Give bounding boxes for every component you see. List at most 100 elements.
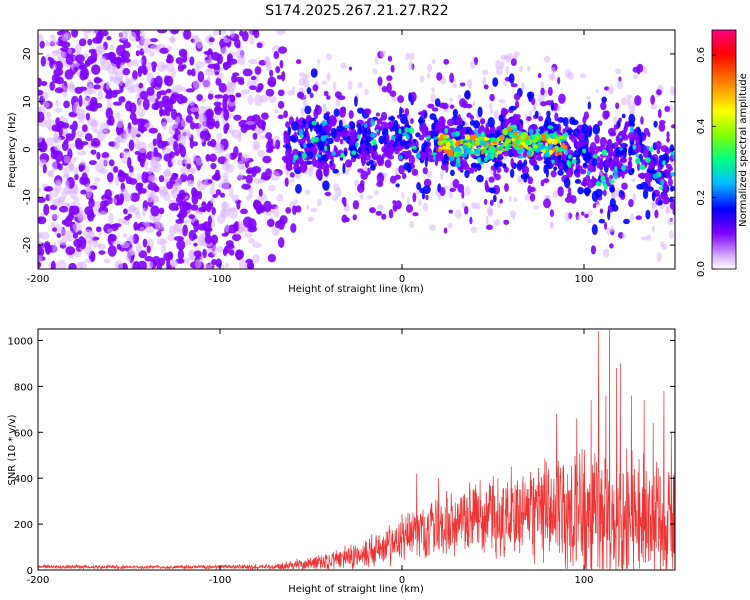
heatmap-cell <box>63 100 70 109</box>
heatmap-cell <box>419 115 424 127</box>
heatmap-cell <box>386 82 392 94</box>
heatmap-cell <box>587 209 593 217</box>
heatmap-cell <box>204 68 215 76</box>
heatmap-cell <box>508 73 515 84</box>
heatmap-cell <box>606 138 613 148</box>
heatmap-cell <box>124 76 130 87</box>
heatmap-cell <box>304 189 311 195</box>
heatmap-cell <box>74 42 82 54</box>
heatmap-cell <box>606 227 611 235</box>
heatmap-cell <box>90 149 97 155</box>
heatmap-cell <box>607 85 614 95</box>
spectrogram-y-ticks: -20 -10 0 10 20 <box>22 48 675 253</box>
heatmap-cell <box>431 122 436 131</box>
heatmap-cell <box>179 87 188 92</box>
heatmap-cell <box>88 160 97 166</box>
heatmap-cell <box>186 163 192 170</box>
heatmap-cell <box>670 151 675 156</box>
heatmap-cell <box>649 161 655 168</box>
heatmap-cell <box>154 75 163 88</box>
heatmap-cell <box>477 106 483 118</box>
heatmap-cell <box>165 109 171 117</box>
heatmap-cell <box>634 142 642 153</box>
heatmap-cell <box>158 185 168 198</box>
heatmap-cell <box>285 170 291 176</box>
heatmap-cell <box>656 89 662 96</box>
heatmap-cell <box>518 178 525 185</box>
heatmap-cell <box>284 177 289 187</box>
heatmap-cell <box>366 161 371 166</box>
heatmap-cell <box>249 35 255 45</box>
heatmap-cell <box>223 109 230 121</box>
spectrogram-y-label: Frequency (Hz) <box>7 112 18 188</box>
heatmap-cell <box>237 220 244 229</box>
heatmap-cell <box>252 242 262 249</box>
heatmap-cell <box>115 174 120 186</box>
heatmap-cell <box>170 108 178 120</box>
heatmap-cell <box>588 126 593 136</box>
heatmap-cell <box>527 66 531 72</box>
heatmap-cell <box>222 178 230 191</box>
heatmap-cell <box>450 144 455 151</box>
heatmap-cell <box>340 152 345 158</box>
heatmap-cell <box>247 94 254 105</box>
heatmap-cell <box>608 179 615 184</box>
heatmap-cell <box>49 39 59 47</box>
heatmap-cell <box>74 184 79 196</box>
heatmap-cell <box>38 111 45 123</box>
heatmap-cell <box>158 175 165 183</box>
heatmap-cell <box>651 191 656 202</box>
heatmap-cell <box>388 209 394 219</box>
heatmap-cell <box>78 166 84 172</box>
heatmap-cell <box>567 71 574 80</box>
heatmap-cell <box>99 158 104 164</box>
heatmap-cell <box>544 194 551 200</box>
heatmap-cell <box>662 160 666 166</box>
heatmap-cell <box>599 136 608 147</box>
heatmap-cell <box>549 134 554 139</box>
heatmap-cell <box>63 32 71 40</box>
heatmap-cell <box>646 145 651 150</box>
heatmap-cell <box>45 137 55 147</box>
heatmap-cell <box>77 150 87 156</box>
heatmap-cell <box>219 192 226 198</box>
heatmap-cell <box>225 240 234 247</box>
heatmap-cell <box>281 155 290 162</box>
heatmap-cell <box>132 261 141 269</box>
heatmap-cell <box>537 126 545 136</box>
heatmap-cell <box>416 182 422 191</box>
heatmap-cell <box>417 111 426 116</box>
heatmap-cell <box>632 192 637 203</box>
heatmap-cell <box>302 99 308 108</box>
heatmap-cell <box>231 129 242 139</box>
heatmap-cell <box>42 164 47 174</box>
heatmap-cell <box>556 104 561 112</box>
heatmap-cell <box>166 45 172 52</box>
heatmap-cell <box>118 96 126 103</box>
heatmap-cell <box>187 179 192 187</box>
colorbar: 0.0 0.2 0.4 0.6 Normalized spectral amplitu… <box>696 29 749 277</box>
heatmap-cell <box>139 158 145 168</box>
heatmap-cell <box>449 155 455 161</box>
heatmap-cell <box>136 44 143 49</box>
x-tick-label: -200 <box>27 575 50 586</box>
heatmap-cell <box>71 30 79 38</box>
heatmap-cell <box>174 150 180 156</box>
heatmap-cell <box>277 237 285 248</box>
heatmap-cell <box>410 118 414 124</box>
heatmap-cell <box>40 80 48 86</box>
y-tick-label: -10 <box>22 189 33 205</box>
heatmap-cell <box>576 133 585 140</box>
heatmap-cell <box>480 141 487 146</box>
heatmap-cell <box>517 149 523 155</box>
heatmap-cell <box>618 135 622 139</box>
heatmap-cell <box>106 118 113 126</box>
heatmap-cell <box>605 110 610 118</box>
heatmap-cell <box>205 154 211 162</box>
x-tick-label: 0 <box>399 274 405 285</box>
heatmap-cell <box>582 148 587 154</box>
heatmap-cell <box>240 208 248 215</box>
heatmap-cell <box>320 130 327 137</box>
heatmap-cell <box>253 178 261 185</box>
heatmap-cell <box>170 190 176 195</box>
